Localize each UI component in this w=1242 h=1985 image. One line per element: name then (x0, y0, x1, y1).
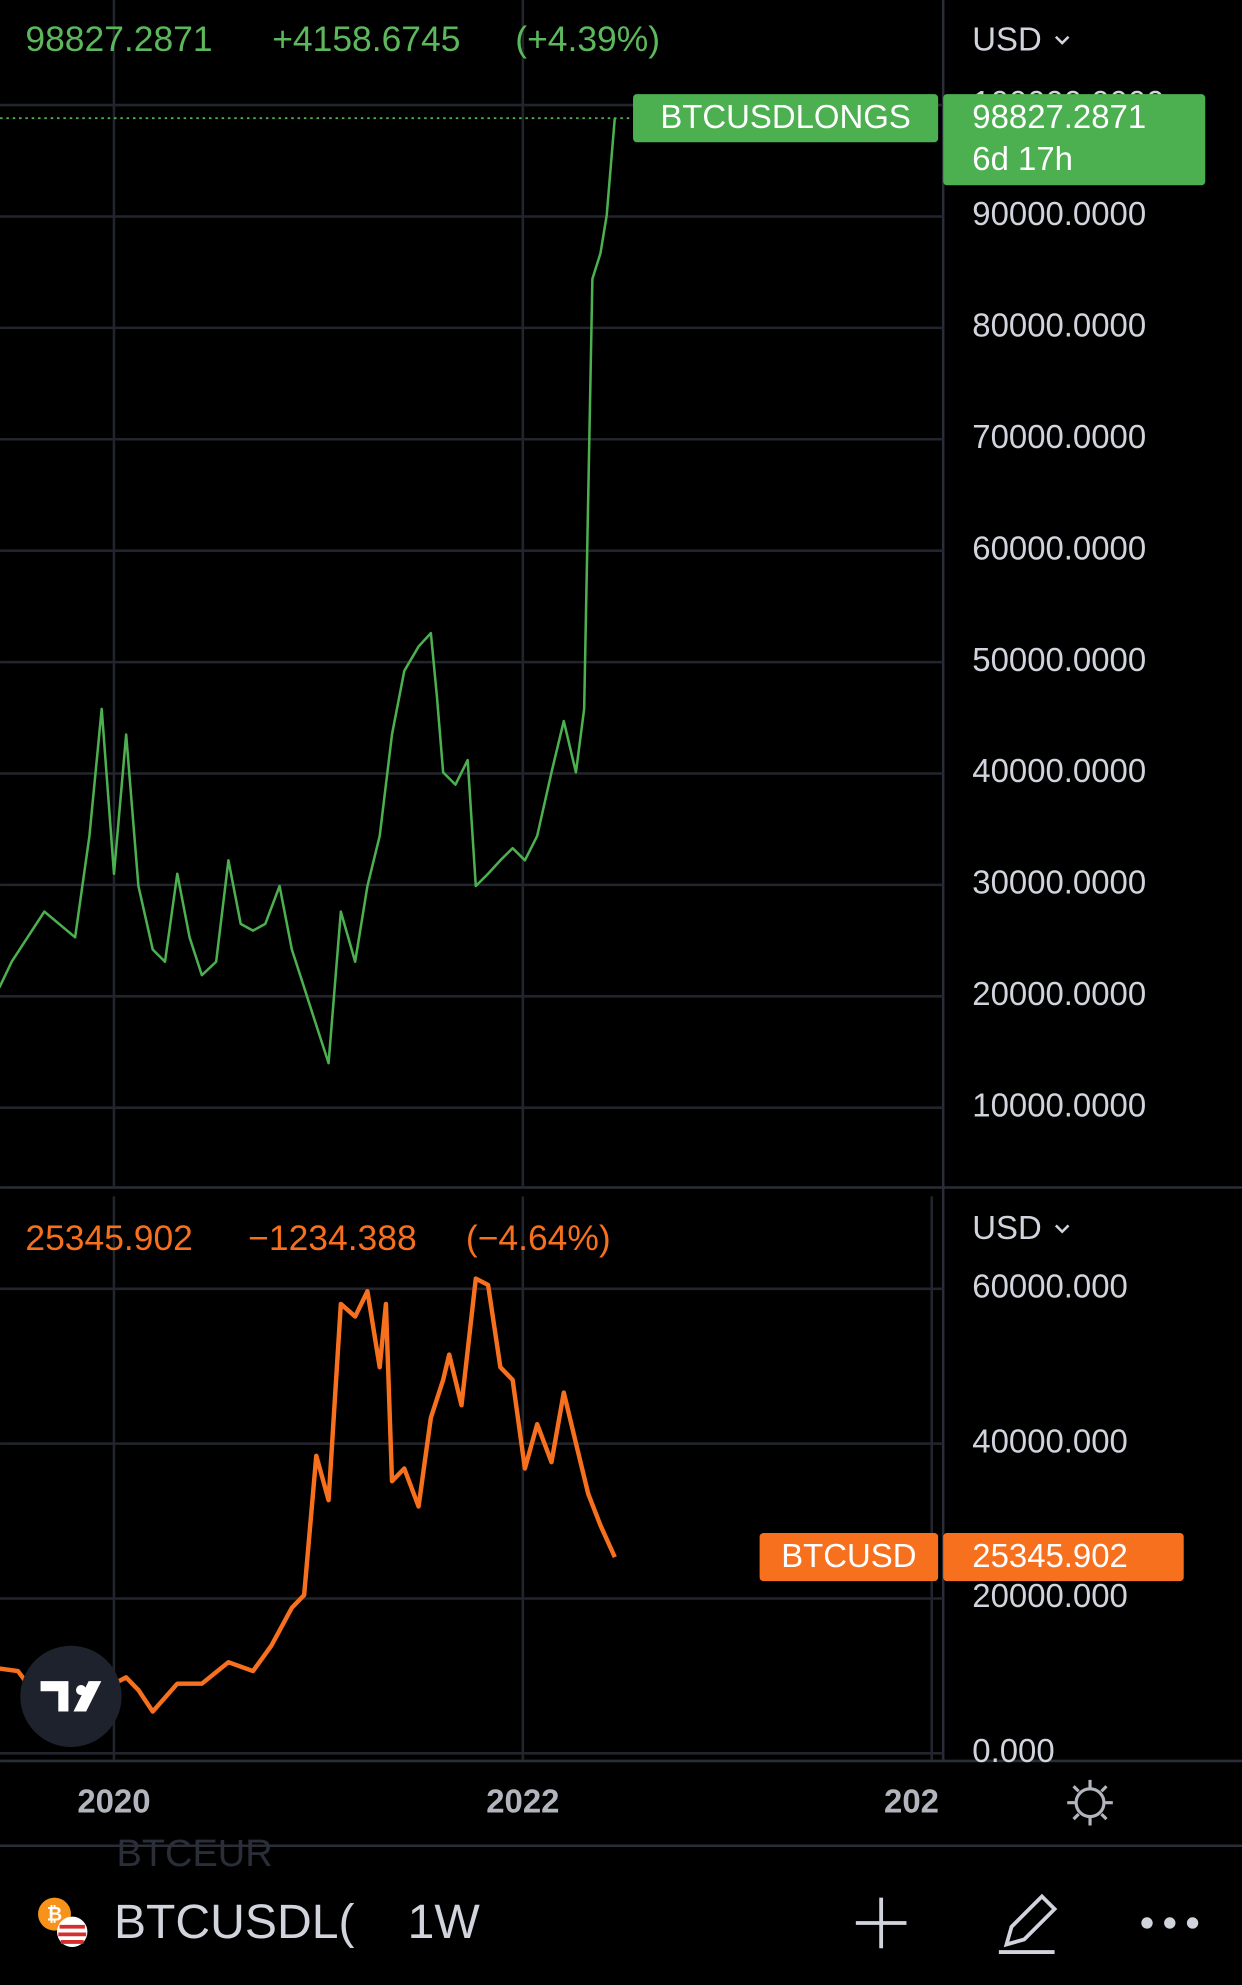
x-tick-label: 202 (884, 1783, 939, 1820)
price-tag-label: 25345.902 (972, 1537, 1128, 1574)
add-button[interactable] (855, 1897, 907, 1949)
y-tick-label: 30000.0000 (972, 864, 1146, 901)
flag-icon (57, 1916, 88, 1948)
tradingview-logo[interactable] (20, 1645, 122, 1748)
interval[interactable]: 1W (408, 1895, 481, 1949)
symbol-tag (633, 94, 939, 143)
last-price: 25345.902 (25, 1218, 193, 1258)
last-price: 98827.2871 (25, 19, 212, 59)
symbol-tag-label: BTCUSD (781, 1537, 916, 1574)
x-tick-label: 2022 (486, 1783, 559, 1820)
y-tick-label: 0.000 (972, 1732, 1054, 1769)
settings-icon[interactable] (1067, 1779, 1113, 1826)
currency-selector[interactable]: USD (972, 1209, 1041, 1246)
y-tick-label: 80000.0000 (972, 307, 1146, 344)
currency-selector[interactable]: USD (972, 20, 1041, 57)
price-change: +4158.6745 (272, 19, 460, 59)
price-change: −1234.388 (248, 1218, 417, 1258)
plot-layer: 10000.000020000.000030000.000040000.0000… (0, 0, 1206, 1820)
countdown-label: 6d 17h (972, 140, 1073, 177)
currency-caret[interactable] (1054, 35, 1070, 45)
y-tick-label: 40000.0000 (972, 752, 1146, 789)
y-tick-label: 50000.0000 (972, 641, 1146, 678)
price-tag (943, 1533, 1184, 1582)
y-tick-label: 70000.0000 (972, 418, 1146, 455)
y-tick-label: 90000.0000 (972, 195, 1146, 232)
price-tag (943, 94, 1206, 186)
currency-caret[interactable] (1054, 1224, 1070, 1234)
price-line (0, 118, 617, 1065)
price-tag-label: 98827.2871 (972, 98, 1146, 135)
y-tick-label: 10000.0000 (972, 1086, 1146, 1123)
bitcoin-glyph: ₿ (47, 1904, 62, 1925)
more-button[interactable] (1141, 1917, 1199, 1929)
price-change-pct: (−4.64%) (466, 1218, 611, 1258)
x-tick-label: 2020 (77, 1783, 150, 1820)
price-change-pct: (+4.39%) (515, 19, 660, 59)
flag-stripes (58, 1924, 87, 1944)
y-tick-label: 40000.000 (972, 1422, 1128, 1459)
symbol-tag (759, 1533, 939, 1582)
logo-mark (40, 1681, 102, 1712)
y-tick-label: 20000.000 (972, 1577, 1128, 1614)
logo-dot (76, 1684, 87, 1696)
y-tick-label: 60000.000 (972, 1268, 1128, 1305)
price-line (0, 1276, 617, 1714)
y-tick-label: 20000.0000 (972, 975, 1146, 1012)
symbol-name[interactable]: BTCUSDL( (114, 1895, 354, 1949)
ghost-symbol: BTCEUR (117, 1833, 273, 1875)
symbol-tag-label: BTCUSDLONGS (660, 98, 910, 135)
draw-button[interactable] (998, 1893, 1058, 1954)
y-tick-label: 60000.0000 (972, 529, 1146, 566)
